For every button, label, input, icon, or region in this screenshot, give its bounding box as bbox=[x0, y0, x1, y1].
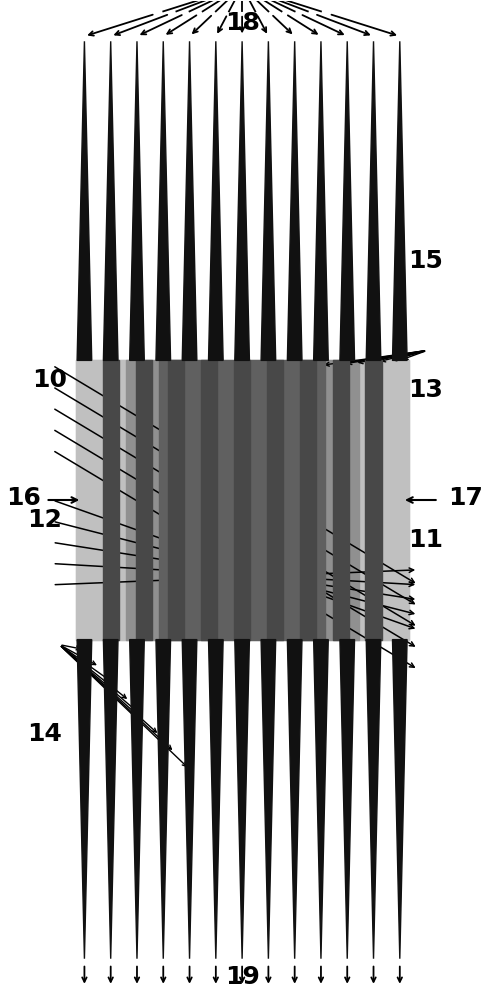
Polygon shape bbox=[314, 640, 328, 959]
Text: 12: 12 bbox=[27, 508, 62, 532]
Polygon shape bbox=[103, 41, 118, 360]
Text: 16: 16 bbox=[6, 486, 41, 510]
Polygon shape bbox=[340, 41, 355, 360]
Text: 11: 11 bbox=[408, 528, 443, 552]
Text: 18: 18 bbox=[224, 11, 260, 35]
Polygon shape bbox=[156, 41, 171, 360]
Text: 19: 19 bbox=[224, 965, 260, 989]
Polygon shape bbox=[314, 41, 328, 360]
Polygon shape bbox=[156, 640, 171, 959]
Polygon shape bbox=[235, 41, 249, 360]
Polygon shape bbox=[77, 640, 92, 959]
Polygon shape bbox=[340, 640, 355, 959]
Polygon shape bbox=[261, 41, 276, 360]
Polygon shape bbox=[261, 640, 276, 959]
Text: 10: 10 bbox=[32, 368, 67, 392]
Text: 15: 15 bbox=[408, 249, 443, 273]
Polygon shape bbox=[366, 41, 381, 360]
Polygon shape bbox=[287, 640, 302, 959]
Polygon shape bbox=[182, 640, 197, 959]
Polygon shape bbox=[77, 41, 92, 360]
Polygon shape bbox=[103, 640, 118, 959]
Polygon shape bbox=[366, 640, 381, 959]
Text: 17: 17 bbox=[448, 486, 483, 510]
Polygon shape bbox=[392, 640, 407, 959]
Polygon shape bbox=[392, 41, 407, 360]
Text: 14: 14 bbox=[27, 722, 62, 746]
Polygon shape bbox=[235, 640, 249, 959]
Polygon shape bbox=[287, 41, 302, 360]
Polygon shape bbox=[182, 41, 197, 360]
Polygon shape bbox=[130, 640, 144, 959]
Text: 13: 13 bbox=[408, 378, 443, 402]
Polygon shape bbox=[130, 41, 144, 360]
Polygon shape bbox=[208, 41, 223, 360]
Polygon shape bbox=[208, 640, 223, 959]
